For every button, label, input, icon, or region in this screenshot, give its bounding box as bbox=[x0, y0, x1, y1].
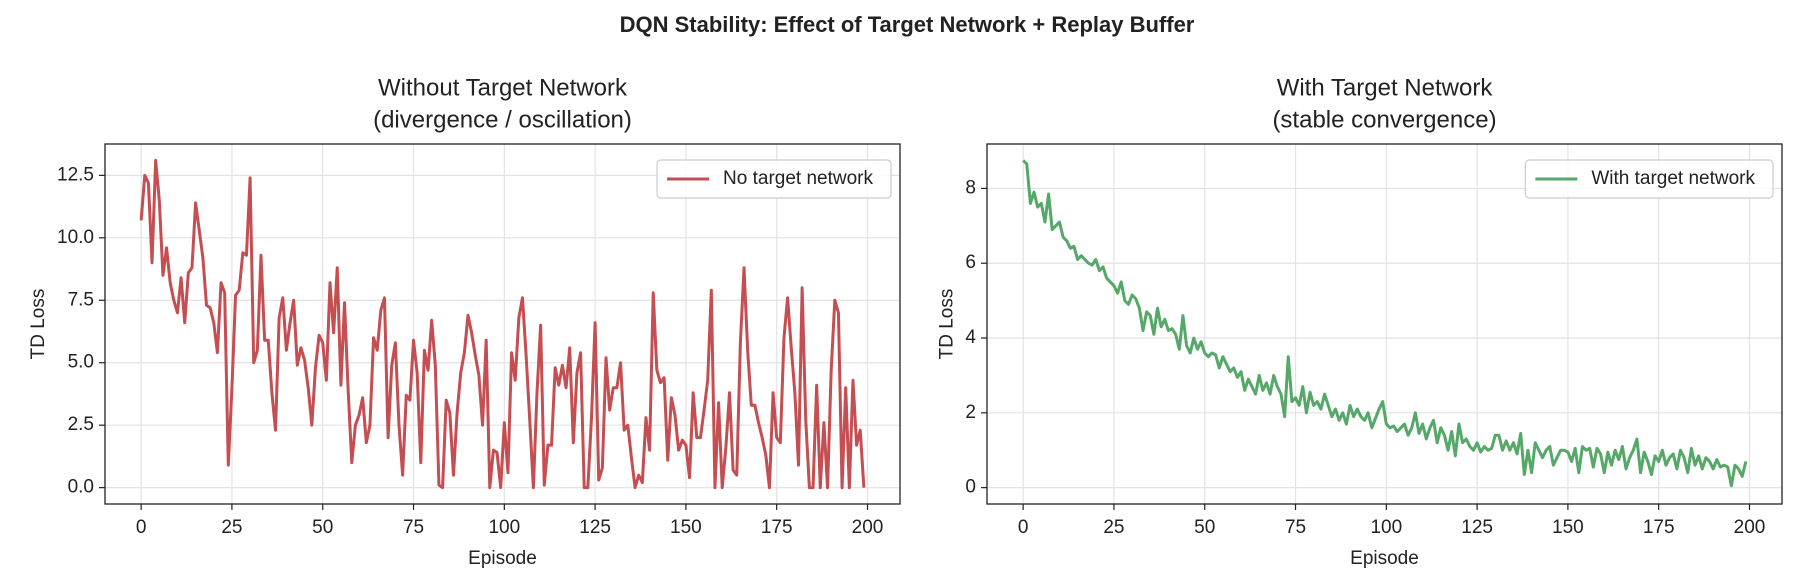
y-tick-label: 0.0 bbox=[68, 477, 94, 498]
y-axis-label: TD Loss bbox=[28, 289, 49, 360]
x-tick-label: 125 bbox=[579, 517, 611, 538]
y-tick-label: 10.0 bbox=[57, 227, 94, 248]
x-tick-label: 75 bbox=[403, 517, 424, 538]
x-tick-label: 50 bbox=[1194, 517, 1215, 538]
data-line bbox=[139, 158, 866, 490]
subplot-title: Without Target Network bbox=[378, 74, 628, 101]
y-tick-label: 2 bbox=[965, 402, 976, 423]
legend-label: With target network bbox=[1591, 168, 1755, 189]
legend: With target network bbox=[1524, 159, 1774, 199]
x-tick-label: 125 bbox=[1461, 517, 1493, 538]
axes-frame bbox=[986, 143, 1783, 505]
subplot-title: With Target Network bbox=[1277, 74, 1494, 101]
axes-frame bbox=[104, 143, 901, 505]
x-tick-label: 75 bbox=[1285, 517, 1306, 538]
x-tick-label: 200 bbox=[852, 517, 884, 538]
y-tick-label: 0 bbox=[965, 477, 976, 498]
y-tick-label: 5.0 bbox=[68, 352, 94, 373]
x-axis-label: Episode bbox=[1350, 548, 1419, 569]
x-tick-label: 150 bbox=[670, 517, 702, 538]
subplot-title: (divergence / oscillation) bbox=[373, 106, 632, 133]
x-tick-label: 25 bbox=[1103, 517, 1124, 538]
legend: No target network bbox=[656, 159, 892, 199]
y-tick-label: 7.5 bbox=[68, 289, 94, 310]
x-tick-label: 175 bbox=[1643, 517, 1675, 538]
x-tick-label: 50 bbox=[312, 517, 333, 538]
legend-box bbox=[1524, 159, 1774, 199]
x-tick-label: 25 bbox=[221, 517, 242, 538]
y-tick-label: 8 bbox=[965, 177, 976, 198]
x-tick-label: 0 bbox=[136, 517, 147, 538]
x-tick-label: 175 bbox=[761, 517, 793, 538]
y-tick-label: 2.5 bbox=[68, 414, 94, 435]
x-tick-label: 100 bbox=[1370, 517, 1402, 538]
data-line bbox=[1022, 159, 1748, 488]
y-tick-label: 12.5 bbox=[57, 164, 94, 185]
x-tick-label: 100 bbox=[488, 517, 520, 538]
x-tick-label: 150 bbox=[1552, 517, 1584, 538]
x-axis-label: Episode bbox=[468, 548, 537, 569]
y-tick-label: 4 bbox=[965, 327, 976, 348]
y-tick-label: 6 bbox=[965, 252, 976, 273]
figure-title: DQN Stability: Effect of Target Network … bbox=[620, 12, 1195, 37]
legend-box bbox=[656, 159, 892, 199]
x-tick-label: 0 bbox=[1018, 517, 1029, 538]
y-axis-label: TD Loss bbox=[936, 289, 957, 360]
subplot-title: (stable convergence) bbox=[1272, 106, 1496, 133]
legend-label: No target network bbox=[723, 168, 873, 189]
x-tick-label: 200 bbox=[1734, 517, 1766, 538]
